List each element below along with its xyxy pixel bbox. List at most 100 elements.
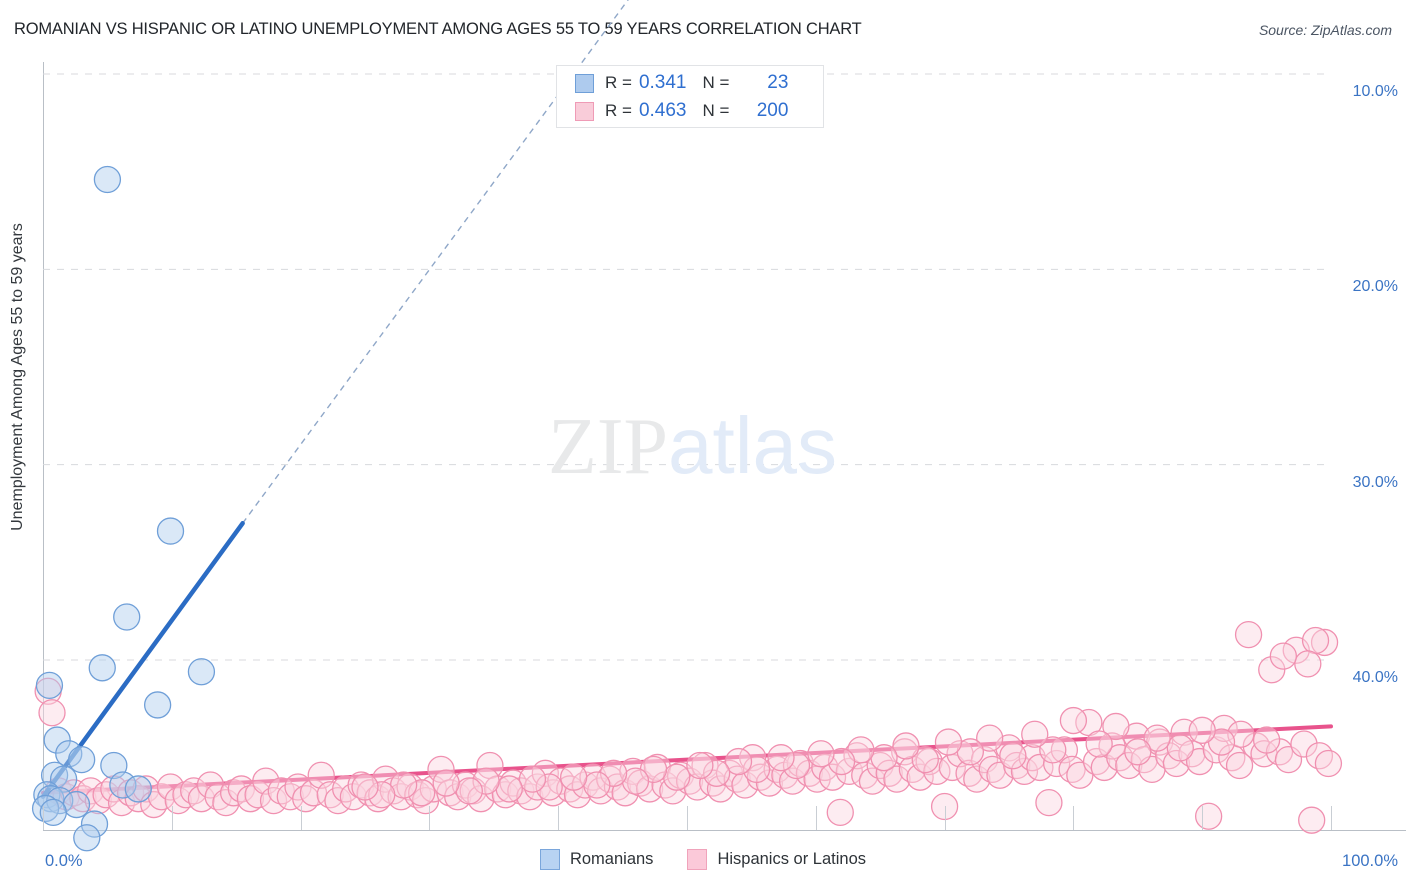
data-point: [870, 744, 898, 772]
data-point: [976, 724, 1004, 752]
stats-swatch-romanians: [575, 73, 594, 93]
legend-item-hispanics[interactable]: Hispanics or Latinos: [687, 849, 866, 870]
data-point: [1059, 706, 1088, 735]
data-point: [495, 775, 523, 803]
y-axis-tick-label: 30.0%: [1352, 473, 1398, 491]
data-point: [1225, 751, 1254, 780]
data-point: [583, 771, 611, 799]
data-point: [35, 671, 64, 700]
data-point: [923, 757, 951, 785]
source-attribution: Source: ZipAtlas.com: [1258, 22, 1392, 38]
x-axis-tick: [300, 806, 302, 830]
data-point: [1010, 757, 1039, 785]
data-point: [767, 744, 795, 772]
data-point: [1258, 656, 1286, 684]
data-point: [39, 798, 67, 827]
data-point: [172, 781, 200, 809]
data-point: [244, 781, 272, 809]
x-axis-line: [43, 830, 1406, 831]
data-point: [1210, 714, 1238, 743]
data-point: [49, 765, 78, 793]
y-axis-tick-label: 20.0%: [1352, 278, 1398, 296]
data-point: [1234, 620, 1263, 649]
page-title: ROMANIAN VS HISPANIC OR LATINO UNEMPLOYM…: [14, 20, 862, 38]
data-point: [818, 763, 847, 791]
data-point: [73, 824, 101, 852]
data-point: [702, 759, 731, 787]
data-point: [724, 747, 753, 776]
stats-n-label-romanians: N =: [702, 73, 730, 92]
stats-swatch-hispanics: [575, 101, 594, 121]
stats-n-label-hispanics: N =: [702, 101, 730, 120]
series-legend: Romanians Hispanics or Latinos: [0, 849, 1406, 870]
data-point: [1102, 712, 1130, 741]
data-point: [1185, 747, 1214, 776]
data-point: [892, 732, 920, 760]
data-point: [455, 777, 483, 805]
x-axis-max-label: 100.0%: [1342, 852, 1398, 870]
data-point: [1202, 736, 1231, 764]
data-point: [1294, 650, 1322, 678]
y-axis-tick-label: 40.0%: [1352, 669, 1398, 686]
stats-r-label-romanians: R =: [605, 73, 632, 92]
scatter-points: [31, 0, 1343, 852]
x-axis-tick: [1073, 806, 1075, 830]
data-point: [472, 767, 500, 795]
data-point: [93, 165, 122, 194]
data-point: [1290, 730, 1318, 758]
data-point: [1166, 734, 1194, 762]
data-point: [742, 755, 771, 784]
data-point: [1035, 788, 1063, 817]
data-point: [906, 763, 934, 791]
data-point: [1039, 736, 1067, 764]
data-point: [883, 765, 911, 793]
data-point: [156, 517, 185, 545]
data-point: [731, 771, 759, 799]
data-point: [368, 781, 396, 809]
data-point: [858, 767, 887, 795]
data-point: [31, 794, 60, 823]
trendline-romanians: [40, 521, 245, 799]
data-point: [38, 699, 66, 727]
legend-swatch-romanians: [539, 849, 560, 870]
data-point: [109, 771, 137, 799]
data-point: [523, 773, 552, 801]
data-point: [1090, 753, 1118, 782]
x-axis-tick: [815, 806, 817, 830]
data-point: [80, 810, 109, 838]
data-point: [663, 763, 691, 791]
legend-item-romanians[interactable]: Romanians: [539, 849, 653, 870]
stats-r-label-hispanics: R =: [605, 101, 632, 120]
data-point: [778, 767, 807, 795]
x-axis-tick: [1202, 806, 1204, 830]
data-point: [132, 775, 160, 803]
data-point: [518, 765, 547, 793]
data-point: [351, 773, 379, 801]
data-point: [1301, 626, 1330, 655]
data-point: [143, 691, 172, 719]
correlation-stats-box: R = 0.341 N = 23 R = 0.463 N = 200: [556, 65, 824, 128]
data-point: [599, 759, 628, 787]
x-axis-min-label: 0.0%: [45, 852, 83, 870]
x-axis-tick: [429, 806, 431, 830]
data-point: [1310, 628, 1339, 657]
data-point: [156, 773, 185, 801]
data-point: [1194, 802, 1223, 830]
x-axis-tick: [1331, 806, 1332, 830]
data-point: [33, 781, 61, 809]
x-axis-tick: [558, 806, 560, 830]
data-point: [219, 779, 248, 807]
data-point: [43, 726, 71, 754]
trendline-romanians-extension: [242, 0, 629, 524]
data-point: [986, 761, 1014, 789]
data-point: [427, 755, 455, 784]
data-point: [911, 745, 939, 774]
data-point: [1143, 724, 1171, 752]
data-point: [1021, 720, 1049, 748]
x-axis-tick: [43, 806, 44, 830]
y-axis-title: Unemployment Among Ages 55 to 59 years: [9, 223, 26, 531]
data-point: [67, 745, 96, 774]
data-point: [1252, 726, 1281, 754]
data-point: [113, 603, 141, 631]
data-point: [1188, 716, 1216, 744]
